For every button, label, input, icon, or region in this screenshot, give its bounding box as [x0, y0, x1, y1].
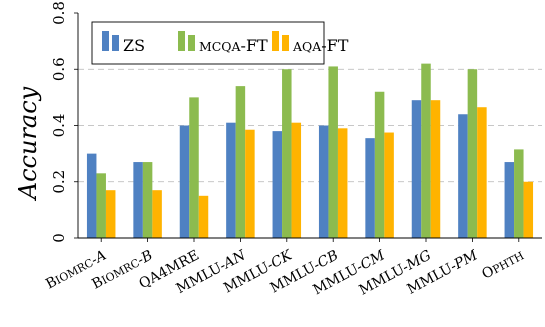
gridlines [78, 68, 542, 183]
y-axis-label: Accuracy [14, 86, 42, 201]
y-tick-label: 0.6 [50, 57, 68, 81]
bar [421, 63, 431, 238]
x-tick-label: OPHTH [479, 247, 526, 282]
bar [504, 162, 515, 238]
bar [477, 107, 487, 238]
bar [282, 69, 292, 238]
bar [96, 173, 106, 238]
bar [384, 132, 394, 238]
bar [365, 138, 375, 238]
legend-swatch [178, 31, 185, 51]
bar [86, 153, 97, 238]
bar [291, 122, 302, 238]
bar [105, 190, 116, 238]
bar [179, 125, 190, 238]
bar [245, 129, 255, 238]
legend-swatch [282, 35, 289, 51]
y-tick-label: 0.8 [50, 1, 68, 25]
legend-swatch [102, 31, 109, 51]
legend-label: MCQA-FT [199, 36, 268, 55]
bar [198, 195, 209, 238]
bar [189, 97, 199, 238]
bar [152, 190, 162, 238]
y-tick-label: 0.4 [50, 114, 68, 138]
legend-swatch [272, 31, 279, 51]
bar [133, 162, 143, 238]
bar [430, 100, 441, 238]
bar [226, 122, 236, 238]
legend-swatch [188, 35, 195, 51]
bar [523, 181, 534, 238]
bar [337, 128, 348, 238]
y-tick-label: 0.2 [50, 170, 68, 194]
bars [86, 63, 534, 238]
legend-label: AQA-FT [292, 36, 349, 55]
bar [142, 162, 153, 238]
bar [411, 100, 422, 238]
legend-label: ZS [123, 36, 145, 55]
bar [328, 66, 338, 238]
bar [514, 149, 524, 238]
y-tick-label: 0 [50, 233, 68, 243]
bar [272, 131, 283, 238]
bar [374, 91, 385, 238]
bar [318, 125, 329, 238]
bar [458, 114, 468, 238]
bar [235, 86, 246, 238]
legend-swatch [112, 35, 119, 51]
bar [467, 69, 478, 238]
legend: ZS MCQA-FT AQA-FT [91, 21, 349, 65]
